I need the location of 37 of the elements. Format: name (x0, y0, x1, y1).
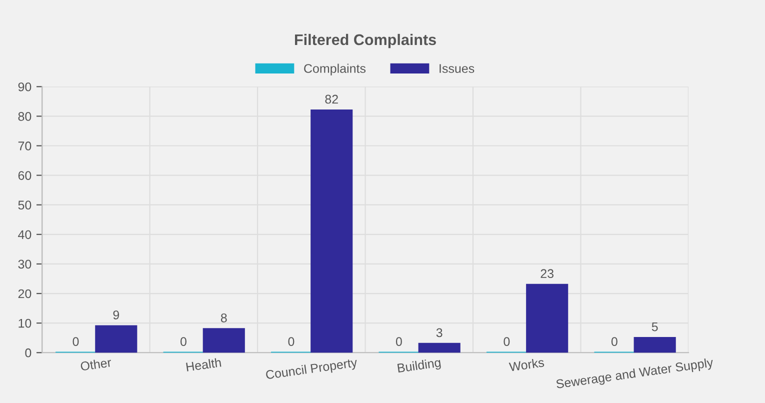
y-tick-label: 70 (18, 142, 32, 150)
y-tick-label: 10 (18, 318, 32, 328)
data-label: 9 (113, 310, 120, 320)
bar (526, 284, 568, 353)
data-label: 3 (436, 328, 442, 338)
data-label: 0 (180, 337, 186, 346)
x-tick-label: Council Property (265, 357, 358, 382)
bar (634, 337, 676, 353)
x-tick-label: Sewerage and Water Supply (556, 357, 714, 392)
data-label: 0 (611, 337, 618, 346)
data-label: 0 (504, 337, 510, 346)
data-label: 8 (220, 313, 227, 322)
bar (202, 328, 245, 353)
y-tick-label: 0 (25, 348, 32, 358)
data-label: 0 (288, 337, 294, 346)
y-tick-label: 30 (18, 260, 32, 269)
legend-label: Issues (440, 64, 474, 73)
y-tick-label: 90 (18, 82, 32, 92)
x-tick-label: Health (186, 358, 222, 372)
x-tick-label: Building (397, 358, 442, 376)
bar (310, 109, 353, 353)
data-label: 0 (396, 337, 402, 346)
x-tick-label: Works (508, 358, 544, 372)
data-label: 82 (325, 94, 338, 104)
data-label: 23 (540, 269, 554, 278)
y-tick-label: 60 (18, 171, 32, 180)
chart-title: Filtered Complaints (295, 34, 436, 48)
bar (95, 325, 138, 353)
y-tick-label: 50 (18, 200, 32, 210)
data-label: 5 (652, 322, 658, 332)
y-tick-label: 40 (18, 230, 32, 240)
data-label: 0 (72, 337, 79, 346)
legend-label: Complaints (304, 64, 366, 76)
y-tick-label: 20 (18, 289, 32, 298)
bar (418, 342, 460, 353)
y-tick-label: 80 (18, 112, 32, 121)
x-tick-label: Other (80, 358, 112, 371)
